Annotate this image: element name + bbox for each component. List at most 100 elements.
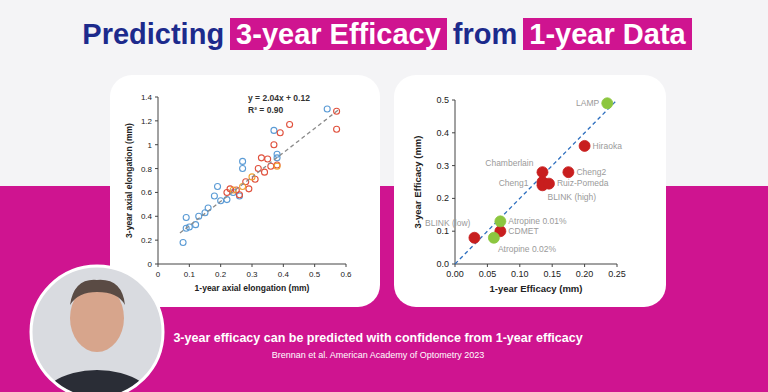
- y-tick-label: 0.2: [141, 236, 153, 245]
- y-tick-label: 1.2: [141, 117, 153, 126]
- annotation: y = 2.04x + 0.12: [248, 93, 310, 103]
- reference-line: [180, 109, 340, 233]
- y-tick-label: 0.3: [436, 161, 449, 171]
- scatter-point: [602, 98, 613, 109]
- y-tick: [155, 240, 158, 241]
- scatter-point: [488, 232, 499, 243]
- scatter-point: [543, 178, 554, 189]
- point-label: LAMP: [576, 98, 599, 108]
- y-tick: [155, 216, 158, 217]
- scatter-point: [258, 155, 264, 161]
- x-tick: [552, 264, 553, 267]
- point-label: BLINK (low): [425, 218, 471, 228]
- x-tick-label: 0.1: [184, 270, 196, 279]
- point-label: Atropine 0.01%: [508, 216, 567, 226]
- slide-canvas: 3-year efficacy can be predicted with co…: [0, 0, 768, 392]
- background: [0, 0, 768, 392]
- inset-ring: [31, 266, 163, 392]
- y-tick: [452, 198, 455, 199]
- x-axis-title: 1-year axial elongation (mm): [195, 283, 310, 293]
- y-tick-label: 0.6: [141, 188, 153, 197]
- y-axis-title: 3-year axial elongation (mm): [124, 123, 134, 238]
- scatter-point: [240, 158, 246, 164]
- scatter-point: [469, 232, 480, 243]
- x-tick-label: 0.05: [479, 269, 497, 279]
- plot-area: [180, 106, 340, 246]
- x-tick-label: 0: [156, 270, 161, 279]
- x-tick-label: 0.10: [511, 269, 529, 279]
- title-highlight: 3-year Efficacy: [230, 18, 447, 50]
- x-tick: [283, 264, 284, 267]
- title-highlight: 1-year Data: [523, 18, 691, 50]
- point-label: Hiraoka: [593, 141, 623, 151]
- scatter-point: [211, 193, 217, 199]
- y-axis: [158, 97, 159, 264]
- slide: 3-year efficacy can be predicted with co…: [0, 0, 768, 392]
- x-tick-label: 0.3: [246, 270, 258, 279]
- inset-hair: [70, 280, 125, 305]
- y-tick: [452, 264, 455, 265]
- y-tick-label: 0.2: [436, 193, 449, 203]
- y-axis: [455, 100, 456, 264]
- scatter-point: [240, 166, 246, 172]
- point-label: CDMET: [508, 226, 538, 236]
- y-tick-label: 0: [148, 260, 153, 269]
- x-tick: [617, 264, 618, 267]
- x-tick-label: 0.2: [215, 270, 227, 279]
- annotation: R² = 0.90: [248, 105, 283, 115]
- x-tick: [314, 264, 315, 267]
- point-label: Cheng2: [576, 167, 606, 177]
- title-text: from: [447, 18, 523, 50]
- x-tick: [519, 264, 520, 267]
- y-tick-label: 1.4: [141, 93, 153, 102]
- y-tick-label: 0.8: [141, 165, 153, 174]
- chart: 0.000.050.100.150.200.250.00.10.20.30.40…: [412, 95, 626, 294]
- slide-title: Predicting3-year Efficacyfrom1-year Data: [0, 18, 768, 51]
- chart-card: [110, 75, 380, 307]
- chart: 00.10.20.30.40.50.600.20.40.60.811.21.41…: [124, 93, 352, 293]
- x-tick: [487, 264, 488, 267]
- point-labels: BLINK (low)CDMETChamberlainCheng1BLINK (…: [425, 98, 622, 253]
- y-axis-title: 3-year Efficacy (mm): [412, 136, 423, 229]
- scatter-point: [271, 142, 277, 148]
- x-tick: [189, 264, 190, 267]
- x-tick: [252, 264, 253, 267]
- point-label: Chamberlain: [485, 158, 533, 168]
- scatter-point: [495, 216, 506, 227]
- y-tick-label: 0.0: [436, 259, 449, 269]
- scatter-point: [277, 130, 283, 136]
- y-tick: [155, 120, 158, 121]
- x-tick-label: 0.25: [608, 269, 626, 279]
- scatter-point: [274, 163, 280, 169]
- y-tick: [155, 97, 158, 98]
- chart-card: [394, 75, 666, 307]
- y-tick: [452, 132, 455, 133]
- scatter-point: [183, 214, 189, 220]
- y-tick: [155, 144, 158, 145]
- y-tick: [155, 168, 158, 169]
- x-tick: [584, 264, 585, 267]
- scatter-point: [287, 121, 293, 127]
- title-text: Predicting: [76, 18, 230, 50]
- point-label: BLINK (high): [547, 192, 596, 202]
- x-tick: [220, 264, 221, 267]
- point-label: Atropine 0.02%: [498, 244, 557, 254]
- x-tick-label: 0.5: [309, 270, 321, 279]
- x-tick-label: 0.20: [576, 269, 594, 279]
- presenter-inset: [31, 266, 163, 392]
- y-tick-label: 0.4: [436, 128, 449, 138]
- caption: 3-year efficacy can be predicted with co…: [173, 331, 582, 345]
- x-tick-label: 0.00: [446, 269, 464, 279]
- y-tick: [155, 264, 158, 265]
- scatter-point: [236, 192, 242, 198]
- x-tick-label: 0.4: [278, 270, 290, 279]
- y-tick: [452, 100, 455, 101]
- scatter-point: [262, 169, 268, 175]
- x-axis-title: 1-year Efficacy (mm): [490, 283, 583, 294]
- scatter-point: [334, 126, 340, 132]
- scatter-point: [563, 167, 574, 178]
- reference-line: [455, 100, 617, 264]
- scatter-point: [246, 186, 252, 192]
- scatter-point: [579, 140, 590, 151]
- scatter-point: [324, 106, 330, 112]
